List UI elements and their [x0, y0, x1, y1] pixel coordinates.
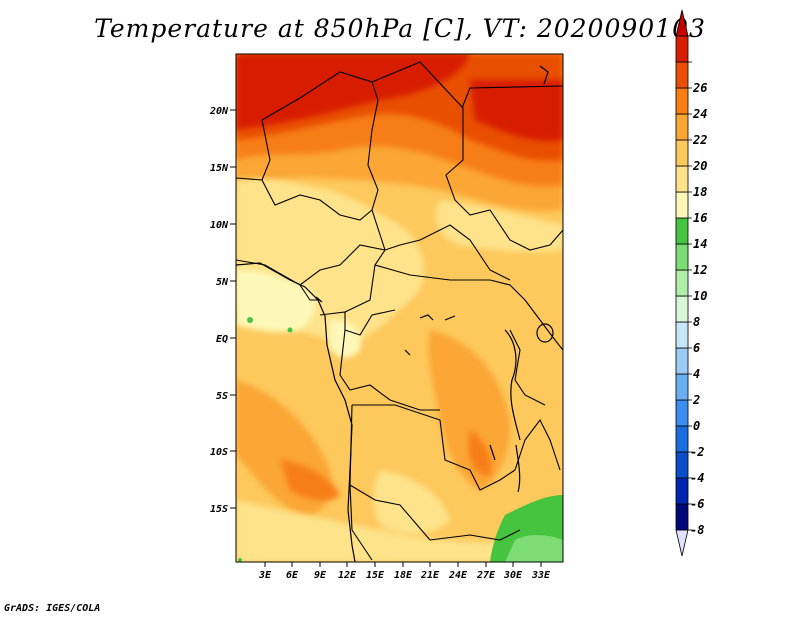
- colorbar-segment: [675, 425, 689, 453]
- lat-label: 10S: [210, 447, 228, 458]
- map-frame: [235, 53, 564, 563]
- colorbar-segment: [675, 191, 689, 219]
- lon-label: 24E: [448, 570, 468, 581]
- colorbar-label: 24: [692, 107, 707, 121]
- lon-label: 9E: [314, 570, 327, 581]
- colorbar-arrow-high: [675, 9, 689, 37]
- lat-label: 5N: [216, 277, 229, 288]
- colorbar-arrow-low: [675, 529, 689, 557]
- colorbar-label: 10: [693, 289, 707, 303]
- coastline: [236, 65, 554, 562]
- lat-label: 20N: [209, 106, 229, 117]
- colorbar-label: 22: [692, 133, 707, 147]
- lon-label: 33E: [531, 570, 551, 581]
- colorbar-segment: [675, 295, 689, 323]
- chart-title: Temperature at 850hPa [C], VT: 202009010…: [94, 14, 706, 43]
- colorbar-segment: [675, 61, 689, 89]
- colorbar-segment: [675, 477, 689, 505]
- colorbar-segment: [675, 243, 689, 271]
- colorbar-label: 20: [692, 159, 707, 173]
- colorbar-segment: [675, 269, 689, 297]
- colorbar-segment: [675, 503, 689, 531]
- lon-label: 27E: [476, 570, 496, 581]
- colorbar-segment: [675, 35, 689, 63]
- colorbar-label: 18: [693, 185, 707, 199]
- colorbar-labels: 26 24 22 20 18 16 14 12 10 8 6 4 2 0 -2 …: [690, 81, 707, 537]
- lon-label: 6E: [286, 570, 299, 581]
- colorbar-label: 14: [693, 237, 707, 251]
- latitude-axis: 20N 15N 10N 5N EQ 5S 10S 15S: [209, 106, 236, 515]
- colorbar-segment: [675, 113, 689, 141]
- lat-label: EQ: [216, 334, 228, 345]
- colorbar: [675, 9, 692, 557]
- lat-label: 5S: [216, 391, 228, 402]
- colorbar-segment: [675, 87, 689, 115]
- lat-label: 15S: [210, 504, 228, 515]
- lon-label: 15E: [366, 570, 385, 581]
- footer-credit: GrADS: IGES/COLA: [4, 603, 101, 614]
- colorbar-segment: [675, 165, 689, 193]
- country-borders: [236, 61, 563, 561]
- colorbar-label: -4: [690, 471, 704, 485]
- colorbar-segment: [675, 139, 689, 167]
- lon-label: 18E: [394, 570, 413, 581]
- colorbar-label: -2: [690, 445, 704, 459]
- colorbar-label: 2: [692, 393, 700, 407]
- colorbar-label: 0: [693, 419, 700, 433]
- colorbar-label: 26: [692, 81, 707, 95]
- colorbar-label: 16: [693, 211, 707, 225]
- temperature-field: [236, 54, 563, 562]
- colorbar-label: -8: [690, 523, 704, 537]
- lon-label: 30E: [503, 570, 523, 581]
- colorbar-segment: [675, 217, 689, 245]
- colorbar-label: 6: [693, 341, 700, 355]
- longitude-axis: 3E 6E 9E 12E 15E 18E 21E 24E 27E 30E 33E: [258, 562, 551, 581]
- colorbar-label: 12: [693, 263, 707, 277]
- colorbar-segment: [675, 373, 689, 401]
- lat-label: 15N: [210, 163, 229, 174]
- colorbar-label: -6: [690, 497, 704, 511]
- lon-label: 21E: [420, 570, 440, 581]
- lat-label: 10N: [210, 220, 229, 231]
- lon-label: 3E: [258, 570, 272, 581]
- colorbar-label: 8: [693, 315, 700, 329]
- colorbar-segment: [675, 451, 689, 479]
- lon-label: 12E: [338, 570, 357, 581]
- colorbar-segment: [675, 399, 689, 427]
- colorbar-label: 4: [693, 367, 700, 381]
- colorbar-segment: [675, 321, 689, 349]
- colorbar-segment: [675, 347, 689, 375]
